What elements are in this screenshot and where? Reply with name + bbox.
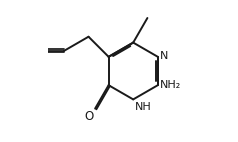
Text: N: N (160, 51, 169, 61)
Text: NH₂: NH₂ (160, 80, 182, 90)
Text: O: O (85, 110, 94, 123)
Text: NH: NH (135, 102, 152, 111)
